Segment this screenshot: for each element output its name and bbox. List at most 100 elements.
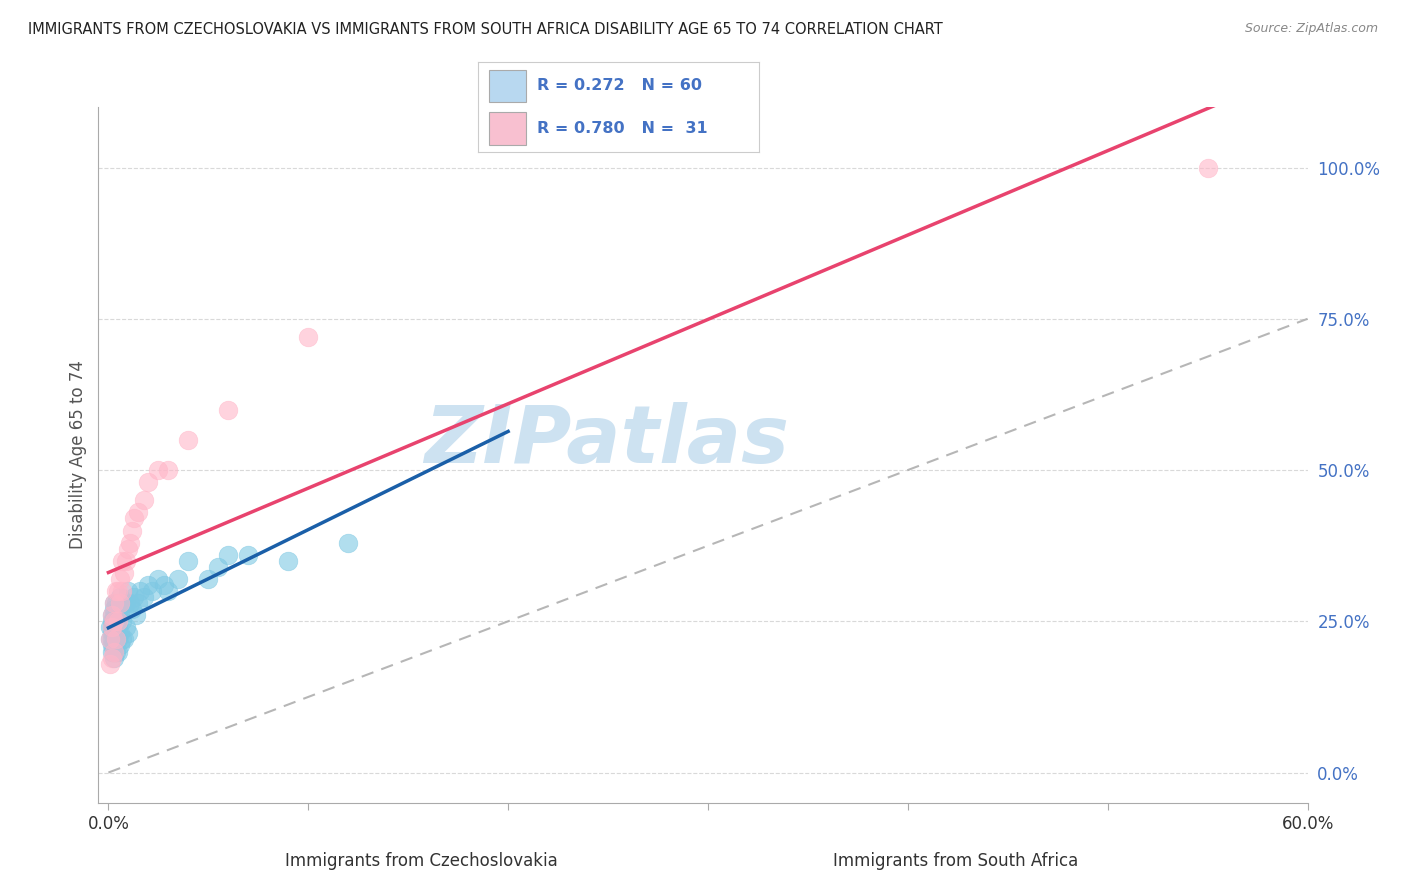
Point [177,554,200,568]
Point [103,608,125,623]
Point [167,572,190,586]
Point [107,620,129,634]
Point [111,632,134,647]
Point [103,620,125,634]
Point [103,615,125,629]
Point [138,475,160,490]
Point [112,632,135,647]
Point [101,608,124,623]
Point [103,644,125,658]
Text: Source: ZipAtlas.com: Source: ZipAtlas.com [1244,22,1378,36]
Point [105,632,128,647]
Point [238,548,260,562]
Point [134,493,156,508]
Point [100,620,122,634]
Point [157,584,180,599]
Point [105,632,128,647]
Point [103,639,125,653]
Text: R = 0.272   N = 60: R = 0.272 N = 60 [537,78,702,93]
Point [121,602,143,616]
Point [207,559,229,574]
Point [277,554,299,568]
Point [107,584,129,599]
Point [101,650,124,665]
Point [107,602,129,616]
Point [101,626,124,640]
Point [110,608,132,623]
Point [101,615,124,629]
Point [111,615,134,629]
Point [217,402,239,417]
Point [138,578,160,592]
Point [105,608,128,623]
Point [107,644,129,658]
Point [100,632,122,647]
Point [110,572,132,586]
Point [103,644,125,658]
Point [117,626,139,640]
Point [121,524,143,538]
Point [127,505,149,519]
Point [103,615,125,629]
Point [125,608,148,623]
Point [110,639,132,653]
Point [107,615,129,629]
Point [105,584,128,599]
Point [217,548,239,562]
Point [115,596,138,610]
Point [115,620,138,634]
Point [157,463,180,477]
FancyBboxPatch shape [489,112,526,145]
Point [148,463,170,477]
Point [103,596,125,610]
Point [111,584,134,599]
Point [103,632,125,647]
Point [124,590,146,604]
Point [117,584,139,599]
Point [101,632,124,647]
Point [101,620,124,634]
Point [112,596,135,610]
Point [105,644,128,658]
Point [101,608,124,623]
Point [127,596,149,610]
Text: ZIPatlas: ZIPatlas [423,402,789,480]
Text: IMMIGRANTS FROM CZECHOSLOVAKIA VS IMMIGRANTS FROM SOUTH AFRICA DISABILITY AGE 65: IMMIGRANTS FROM CZECHOSLOVAKIA VS IMMIGR… [28,22,943,37]
Point [105,596,128,610]
Point [110,590,132,604]
Point [134,590,156,604]
Point [117,541,139,556]
Point [337,535,360,549]
Point [120,596,142,610]
Point [112,566,135,580]
Point [103,602,125,616]
Text: R = 0.780   N =  31: R = 0.780 N = 31 [537,121,707,136]
Y-axis label: Disability Age 65 to 74: Disability Age 65 to 74 [69,360,87,549]
Text: Immigrants from Czechoslovakia: Immigrants from Czechoslovakia [285,852,558,870]
Point [141,584,163,599]
Point [124,511,146,525]
Point [115,554,138,568]
Point [105,620,128,634]
Point [101,620,124,634]
Point [177,433,200,447]
Point [107,632,129,647]
Point [153,578,176,592]
Point [197,572,219,586]
Point [297,330,319,344]
Point [1197,161,1219,175]
Point [110,596,132,610]
Point [148,572,170,586]
Point [103,596,125,610]
Point [129,584,152,599]
Point [100,657,122,671]
Point [103,626,125,640]
Point [101,639,124,653]
FancyBboxPatch shape [489,70,526,102]
Point [100,632,122,647]
Point [103,650,125,665]
Point [101,644,124,658]
Point [110,626,132,640]
Point [120,535,142,549]
Text: Immigrants from South Africa: Immigrants from South Africa [834,852,1078,870]
